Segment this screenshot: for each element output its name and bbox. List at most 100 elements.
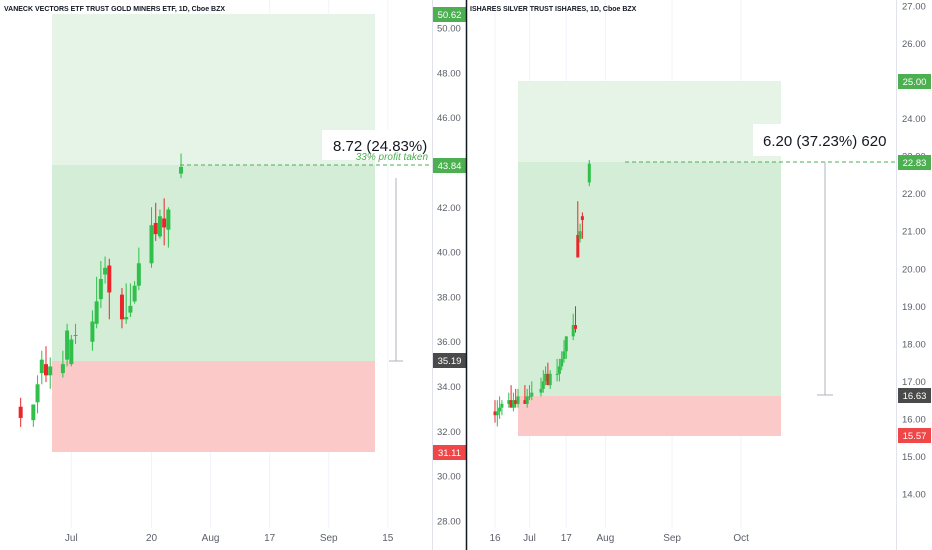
candle-body [587, 163, 591, 183]
candle [153, 202, 158, 241]
candle [103, 256, 108, 284]
candle [18, 397, 23, 427]
svg-text:35.19: 35.19 [438, 356, 462, 367]
candle [557, 358, 561, 382]
candle-body [562, 351, 566, 359]
left-profit-zone [52, 165, 375, 361]
x-tick-label: Aug [597, 533, 615, 544]
candle-body [578, 231, 582, 239]
candle [73, 323, 78, 344]
candle [31, 404, 36, 427]
candle [69, 335, 74, 367]
candle [541, 370, 545, 393]
candle-body [530, 392, 534, 397]
y-tick-label: 22.00 [902, 189, 926, 200]
candle [516, 388, 520, 408]
left-profit-callout-box [322, 130, 432, 160]
candle [119, 287, 124, 329]
candle-body [153, 222, 158, 235]
candle-body [44, 364, 48, 376]
y-tick-label: 40.00 [437, 248, 461, 259]
svg-text:31.11: 31.11 [438, 448, 461, 459]
candle [124, 283, 129, 324]
x-tick-label: Jul [65, 533, 78, 544]
candle [544, 366, 548, 386]
y-tick-label: 50.00 [437, 24, 461, 35]
left-profit-note: 33% profit taken [356, 152, 429, 163]
candle-body [94, 301, 99, 324]
candle-body [69, 339, 74, 365]
y-tick-label: 30.00 [437, 472, 461, 483]
candle-body [495, 411, 499, 416]
candle-body [525, 396, 529, 404]
candle [493, 400, 497, 423]
candle [511, 392, 515, 412]
left-badge-target: 50.62 [433, 7, 466, 22]
candle-body [48, 366, 53, 376]
candle-body [557, 366, 561, 374]
right-target-zone [518, 81, 781, 162]
candle [179, 153, 184, 179]
left-target-zone [52, 14, 375, 165]
svg-text:50.62: 50.62 [438, 10, 462, 21]
y-tick-label: 20.00 [902, 264, 926, 275]
candle-body [18, 406, 23, 418]
candle-body [580, 216, 584, 220]
right-chart-title: ISHARES SILVER TRUST ISHARES, 1D, Cboe B… [470, 6, 637, 13]
candle [498, 396, 502, 419]
candle-body [498, 407, 502, 412]
candle [65, 323, 70, 367]
right-badge-current: 22.83 [898, 155, 931, 170]
right-badge-entry: 16.63 [898, 388, 931, 403]
left-chart-panel[interactable]: 8.72 (24.83%) 33% profit taken VANECK VE… [4, 0, 466, 550]
candle-body [65, 330, 70, 360]
candle-body [90, 321, 95, 342]
x-tick-label: 15 [382, 533, 394, 544]
candle-body [571, 325, 575, 337]
candle [132, 281, 137, 304]
candle [574, 306, 577, 333]
candle [162, 198, 167, 246]
y-tick-label: 19.00 [902, 302, 926, 313]
y-tick-label: 18.00 [902, 339, 926, 350]
candle-body [149, 225, 154, 264]
candle [509, 385, 513, 408]
y-tick-label: 48.00 [437, 68, 461, 79]
candle-body [509, 400, 513, 408]
candle-body [555, 373, 559, 375]
candle [39, 350, 44, 385]
candle [523, 385, 527, 404]
y-tick-label: 26.00 [902, 39, 926, 50]
left-x-axis: Jul 20 Aug 17 Sep 15 [65, 533, 394, 544]
candle-body [493, 411, 497, 416]
candle-body [560, 358, 564, 367]
candle [94, 276, 99, 329]
candle-body [103, 267, 108, 275]
candle-body [544, 373, 548, 382]
right-badge-stop: 15.57 [898, 428, 931, 443]
y-tick-label: 34.00 [437, 382, 461, 393]
candle-body [132, 285, 137, 302]
candle-body [119, 294, 124, 320]
candle [48, 357, 53, 389]
right-loss-zone [518, 396, 781, 436]
candle [166, 207, 171, 248]
candle [157, 209, 162, 239]
left-badge-stop: 31.11 [433, 445, 466, 460]
right-profit-callout-box [753, 124, 896, 156]
candle-body [541, 381, 545, 389]
candle [149, 207, 154, 268]
y-tick-label: 42.00 [437, 203, 461, 214]
y-tick-label: 46.00 [437, 113, 461, 124]
candle [495, 400, 499, 427]
y-tick-label: 36.00 [437, 337, 461, 348]
left-loss-zone [52, 361, 375, 452]
y-tick-label: 24.00 [902, 114, 926, 125]
candle [555, 358, 559, 382]
candle-body [576, 234, 580, 258]
candle [525, 388, 529, 408]
right-chart-panel[interactable]: 6.20 (37.23%) 620 ISHARES SILVER TRUST I… [470, 0, 931, 550]
left-badge-entry: 35.19 [433, 353, 466, 368]
candle [98, 261, 103, 309]
